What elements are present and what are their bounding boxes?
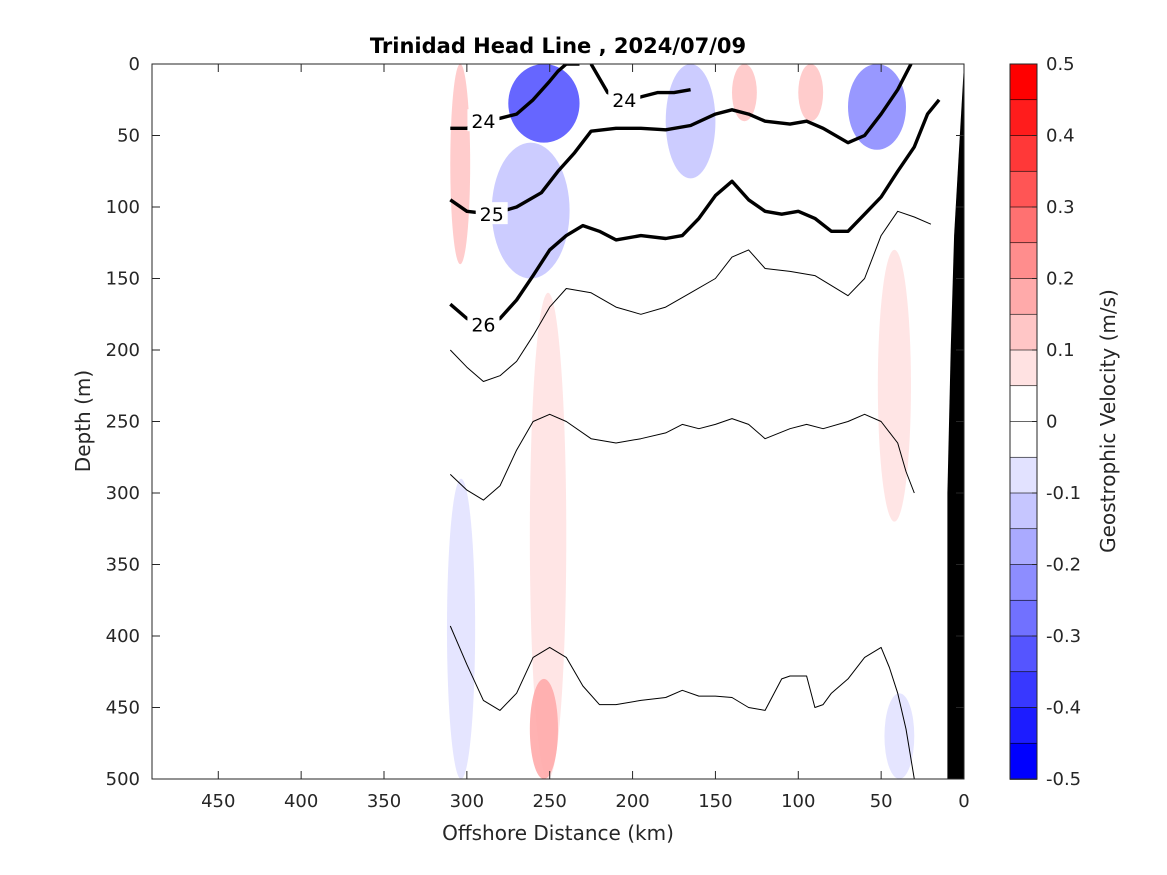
y-tick-label: 300 bbox=[106, 483, 140, 504]
colorbar-swatch-9 bbox=[1009, 385, 1038, 423]
x-axis-label: Offshore Distance (km) bbox=[442, 821, 674, 845]
y-tick-label: 150 bbox=[106, 269, 140, 290]
x-tick-label: 300 bbox=[450, 791, 484, 812]
velocity-patch-11 bbox=[884, 693, 915, 779]
x-tick-label: 150 bbox=[698, 791, 732, 812]
velocity-patch-2 bbox=[491, 142, 570, 279]
density-contour-5 bbox=[449, 413, 915, 501]
colorbar-swatch-7 bbox=[1009, 313, 1038, 351]
colorbar-tick-label: 0.1 bbox=[1046, 340, 1075, 361]
colorbar-tick-label: -0.4 bbox=[1046, 698, 1081, 719]
velocity-patch-4 bbox=[732, 64, 757, 122]
contour-label-bg-0 bbox=[467, 109, 500, 132]
y-axis: 0 50 100 150 200 250 300 350 400 450 500 bbox=[106, 54, 964, 790]
y-tick-label: 400 bbox=[106, 626, 140, 647]
colorbar-swatch-16 bbox=[1009, 635, 1038, 673]
y-tick-label: 250 bbox=[106, 412, 140, 433]
y-tick-label: 50 bbox=[117, 126, 140, 147]
x-tick-label: 250 bbox=[533, 791, 567, 812]
colorbar-ticks: 0.5 0.4 0.3 0.2 0.1 0 -0.1 -0.2 -0.3 -0.4 -0.5 bbox=[1032, 54, 1081, 790]
colorbar-swatch-10 bbox=[1009, 421, 1038, 459]
x-tick-label: 400 bbox=[284, 791, 318, 812]
y-tick-label: 0 bbox=[129, 54, 140, 75]
velocity-patch-1 bbox=[508, 64, 580, 143]
contour-label-bg-1 bbox=[608, 87, 641, 110]
velocity-patch-10 bbox=[446, 478, 476, 779]
velocity-field bbox=[446, 64, 915, 779]
density-contour-3 bbox=[449, 98, 941, 326]
x-tick-label: 50 bbox=[870, 791, 893, 812]
seafloor-shape bbox=[947, 64, 964, 779]
colorbar-label: Geostrophic Velocity (m/s) bbox=[1096, 289, 1120, 553]
density-contour-2 bbox=[449, 64, 913, 216]
contour-label-1: 24 bbox=[612, 90, 636, 112]
x-tick-label: 100 bbox=[781, 791, 815, 812]
colorbar-tick-label: -0.2 bbox=[1046, 555, 1081, 576]
seafloor bbox=[947, 64, 964, 779]
colorbar-swatch-8 bbox=[1009, 349, 1038, 387]
colorbar bbox=[1009, 63, 1038, 780]
x-axis: 450 400 350 300 250 200 150 100 50 0 bbox=[201, 64, 970, 812]
colorbar-tick-label: 0.4 bbox=[1046, 126, 1075, 147]
contour-label-3: 26 bbox=[471, 314, 495, 336]
colorbar-swatch-6 bbox=[1009, 278, 1038, 316]
x-tick-label: 0 bbox=[958, 791, 969, 812]
velocity-patch-0 bbox=[450, 64, 471, 265]
density-contour-6 bbox=[449, 625, 915, 779]
colorbar-swatch-18 bbox=[1009, 707, 1038, 745]
colorbar-swatch-14 bbox=[1009, 564, 1038, 602]
colorbar-swatch-4 bbox=[1009, 206, 1038, 244]
velocity-patch-8 bbox=[529, 678, 559, 779]
chart-title: Trinidad Head Line , 2024/07/09 bbox=[370, 34, 746, 58]
colorbar-tick-label: 0.2 bbox=[1046, 269, 1075, 290]
y-axis-label: Depth (m) bbox=[71, 370, 95, 472]
x-tick-label: 200 bbox=[615, 791, 649, 812]
y-tick-label: 450 bbox=[106, 698, 140, 719]
colorbar-tick-label: -0.5 bbox=[1046, 769, 1081, 790]
colorbar-swatch-0 bbox=[1009, 63, 1038, 101]
velocity-patch-6 bbox=[848, 64, 906, 150]
contour-labels: 24 24 25 26 bbox=[467, 87, 641, 336]
colorbar-swatch-17 bbox=[1009, 671, 1038, 709]
y-tick-label: 200 bbox=[106, 340, 140, 361]
colorbar-tick-label: -0.3 bbox=[1046, 626, 1081, 647]
colorbar-tick-label: 0 bbox=[1046, 412, 1057, 433]
colorbar-swatch-19 bbox=[1009, 742, 1038, 780]
velocity-patch-7 bbox=[529, 292, 567, 779]
colorbar-frame bbox=[1009, 63, 1038, 780]
contour-label-bg-3 bbox=[467, 312, 500, 335]
contour-label-bg-2 bbox=[475, 202, 508, 225]
y-tick-label: 500 bbox=[106, 769, 140, 790]
colorbar-tick-label: 0.5 bbox=[1046, 54, 1075, 75]
velocity-patch-5 bbox=[798, 64, 824, 122]
x-tick-label: 350 bbox=[367, 791, 401, 812]
contour-label-2: 25 bbox=[480, 204, 504, 226]
colorbar-swatch-1 bbox=[1009, 99, 1038, 137]
colorbar-swatch-13 bbox=[1009, 528, 1038, 566]
colorbar-swatch-5 bbox=[1009, 242, 1038, 280]
colorbar-swatch-15 bbox=[1009, 599, 1038, 637]
y-tick-label: 100 bbox=[106, 197, 140, 218]
colorbar-swatch-11 bbox=[1009, 456, 1038, 494]
contour-label-0: 24 bbox=[471, 111, 495, 133]
y-tick-label: 350 bbox=[106, 555, 140, 576]
colorbar-swatch-2 bbox=[1009, 135, 1038, 173]
x-tick-label: 450 bbox=[201, 791, 235, 812]
velocity-patch-9 bbox=[877, 249, 911, 522]
density-contour-4 bbox=[449, 210, 932, 382]
colorbar-tick-label: 0.3 bbox=[1046, 197, 1075, 218]
colorbar-tick-label: -0.1 bbox=[1046, 483, 1081, 504]
density-contour-1 bbox=[589, 64, 691, 102]
colorbar-swatch-12 bbox=[1009, 492, 1038, 530]
velocity-patch-3 bbox=[665, 64, 716, 179]
colorbar-swatch-3 bbox=[1009, 170, 1038, 208]
